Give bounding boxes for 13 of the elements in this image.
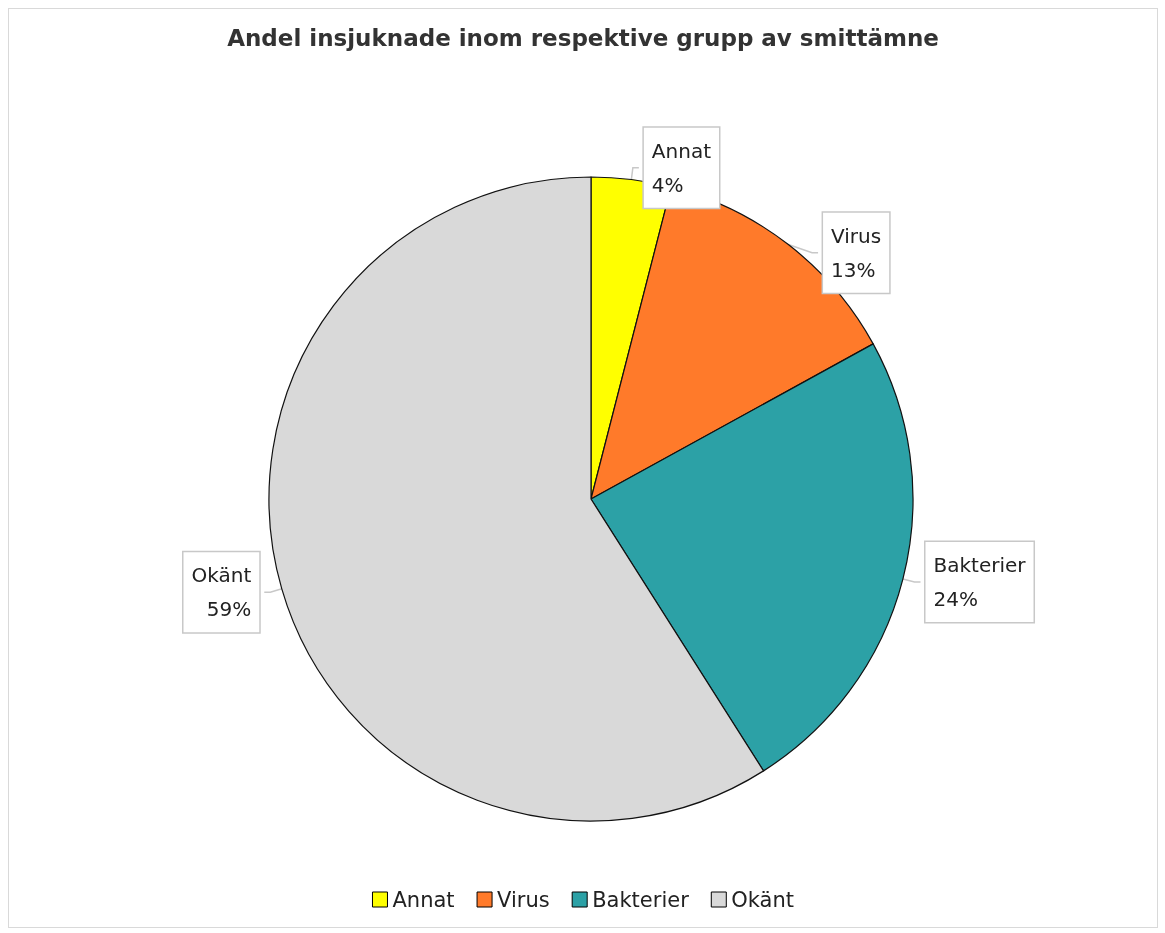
legend-label: Virus [497,887,550,912]
data-label: 59% [206,597,252,622]
slice-label: Bakterier [933,553,1027,578]
data-label: 4% [651,172,684,197]
data-label: 24% [933,587,978,612]
legend-label: Bakterier [592,887,690,912]
data-label: 13% [831,257,876,282]
chart-title: Andel insjuknade inom respektive grupp av smittämne [227,24,939,51]
slice-label: Okänt [191,563,252,588]
legend-label: Okänt [731,887,795,912]
slice-label: Annat [651,138,712,163]
slice-label: Virus [831,223,882,248]
legend-label: Annat [392,887,455,912]
